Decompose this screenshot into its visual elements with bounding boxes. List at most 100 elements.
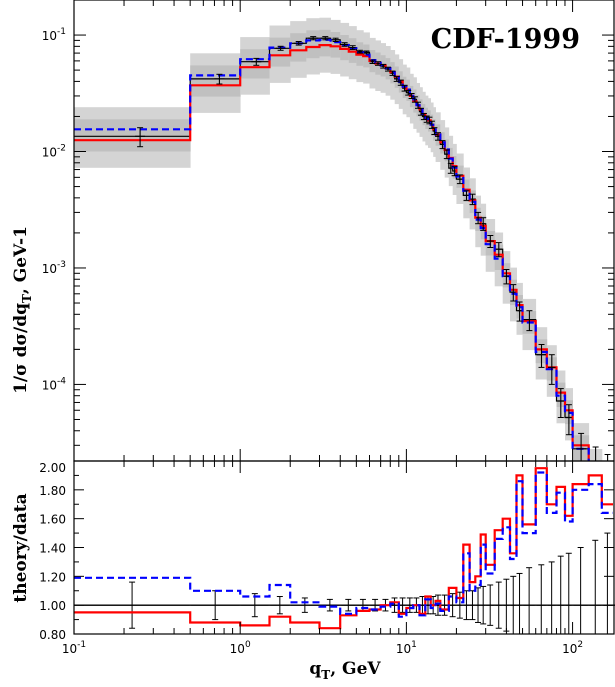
ratio-errorbar-31: [536, 564, 546, 634]
spectrum-panel: 10-1 10-2 10-3 10-4 CDF-1999: [42, 0, 615, 462]
data-point-24: [418, 107, 424, 116]
band-inner-2: [240, 49, 270, 79]
ratio-errorbar-22: [469, 590, 476, 621]
y-axis-unit: , GeV-1: [11, 226, 31, 294]
data-point-43: [510, 284, 517, 302]
ratio-errorbar-17: [434, 594, 441, 616]
ratio-errorbar-30: [523, 567, 535, 634]
ratio-errorbar-21: [463, 590, 470, 621]
ratio-y-tick-label-1: 1.00: [39, 599, 66, 613]
data-point-7: [331, 37, 340, 42]
data-point-29: [431, 127, 438, 135]
data-point-11: [363, 50, 370, 55]
band-inner-7: [330, 32, 341, 58]
ratio-errorbar-33: [557, 555, 564, 634]
data-point-25: [420, 113, 427, 121]
data-point-35: [456, 174, 463, 185]
data-point-47: [548, 354, 556, 385]
x-tick-label-2: 101: [396, 640, 417, 656]
theory-curves: [74, 37, 590, 461]
ratio-y-axis-title: theory/data: [11, 493, 31, 602]
ratio-errorbar-5: [320, 598, 340, 612]
ratio-errorbar-37: [602, 532, 612, 634]
data-points: [135, 36, 611, 461]
uncertainty-bands: [74, 17, 603, 461]
ratio-errorbar-11: [399, 597, 406, 613]
data-point-18: [397, 79, 404, 86]
ratio-errorbar-3: [270, 596, 290, 615]
ratio-errorbar-28: [510, 575, 517, 634]
ratio-y-tick-label-2: 1.20: [39, 570, 66, 584]
ratio-errorbar-29: [516, 572, 523, 634]
band-inner-8: [340, 35, 350, 61]
data-point-4: [293, 41, 304, 46]
data-point-40: [486, 235, 494, 248]
band-inner-1: [190, 65, 241, 97]
ratio-frame: [73, 460, 615, 635]
ratio-y-tick-label-5: 1.80: [39, 484, 66, 498]
band-inner-6: [319, 29, 331, 57]
data-point-34: [451, 166, 458, 177]
data-point-16: [389, 70, 396, 76]
x-tick-label-1: 100: [230, 640, 251, 656]
ratio-y-tick-label-3: 1.40: [39, 542, 66, 556]
ratio-errorbar-35: [573, 547, 588, 634]
y-axis-title: 1/σ dσ/dqT, GeV-1: [11, 226, 34, 394]
y-axis-label: 1/σ dσ/dq: [11, 303, 31, 394]
x-axis-label-subscript: T: [321, 668, 330, 682]
ratio-errorbar-25: [486, 584, 494, 626]
ratio-series-red: [74, 467, 613, 630]
data-point-19: [401, 84, 408, 92]
x-axis-title: qT, GeV: [309, 659, 381, 682]
ratio-curves: [74, 467, 615, 634]
data-point-36: [463, 190, 470, 201]
y-tick-label-0: 10-1: [42, 27, 66, 43]
data-point-14: [380, 63, 387, 69]
data-point-49: [565, 404, 572, 436]
data-point-32: [443, 149, 450, 160]
data-point-1: [214, 73, 225, 85]
data-point-6: [320, 36, 330, 41]
y-tick-label-3: 10-4: [42, 376, 67, 392]
data-point-21: [408, 93, 415, 99]
ratio-errorbar-20: [456, 591, 463, 619]
chart-title: CDF-1999: [431, 24, 580, 55]
data-point-12: [369, 59, 376, 64]
data-point-50: [576, 432, 587, 461]
x-axis-unit: , GeV: [330, 659, 381, 679]
data-point-2: [251, 57, 262, 66]
ratio-errorbar-27: [503, 578, 510, 632]
data-point-52: [604, 454, 611, 461]
data-point-31: [439, 140, 446, 150]
ratio-errorbar-32: [547, 561, 556, 634]
ratio-axes: 0.80 1.00 1.20 1.40 1.60 1.80 2.00 10-1 100 101 10…: [39, 460, 615, 656]
data-point-44: [516, 301, 523, 322]
data-point-42: [503, 269, 510, 285]
band-inner-9: [348, 38, 357, 63]
ratio-errorbar-36: [589, 539, 601, 634]
ratio-errorbar-10: [391, 597, 398, 613]
band-inner-3: [269, 37, 291, 67]
ratio-series-blue: [74, 471, 613, 618]
band-inner-4: [290, 33, 307, 62]
ratio-errorbar-12: [406, 597, 413, 613]
data-point-39: [480, 217, 487, 231]
y-tick-label-2: 10-3: [42, 260, 66, 276]
ratio-errorbar-6: [341, 598, 356, 612]
band-inner-41: [494, 244, 504, 270]
ratio-y-tick-label-6: 2.00: [39, 461, 66, 475]
ratio-panel: 0.80 1.00 1.20 1.40 1.60 1.80 2.00 10-1 100 101 10…: [39, 460, 615, 656]
data-point-5: [308, 36, 319, 41]
ratio-y-tick-label-4: 1.60: [39, 513, 66, 527]
ratio-errorbar-26: [495, 581, 502, 629]
ratio-errorbar-0: [75, 581, 190, 629]
data-point-33: [447, 162, 454, 174]
data-point-13: [375, 61, 381, 66]
data-point-9: [349, 45, 356, 51]
data-point-17: [393, 76, 400, 82]
x-tick-label-0: 10-1: [62, 640, 86, 656]
x-axis-label: q: [309, 659, 321, 679]
band-inner-0: [74, 119, 191, 152]
ratio-errorbar-7: [357, 598, 369, 612]
y-tick-label-1: 10-2: [42, 144, 66, 160]
